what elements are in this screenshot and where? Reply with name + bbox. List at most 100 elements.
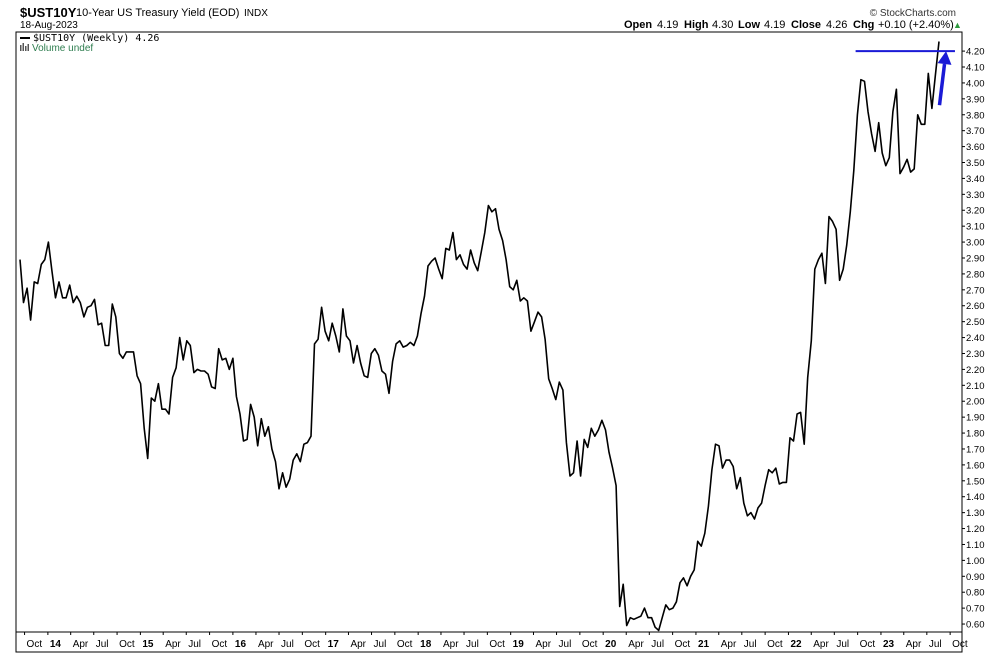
chg-label: Chg: [853, 19, 874, 31]
y-tick-label: 2.20: [966, 365, 985, 376]
y-tick-label: 0.70: [966, 604, 985, 615]
series-layer: [19, 41, 940, 632]
x-tick-label: Oct: [304, 639, 320, 650]
annotation-layer: [855, 50, 955, 106]
x-tick-label: Oct: [952, 639, 968, 650]
x-tick-label: 20: [605, 639, 617, 650]
y-tick-label: 4.20: [966, 47, 985, 58]
x-tick-label: Oct: [860, 639, 876, 650]
symbol-description: 10-Year US Treasury Yield (EOD): [76, 7, 239, 19]
y-axis: 0.60 0.70 0.80 0.90 1.00 1.10 1.20 1.30 1.40 1.50…: [962, 47, 985, 631]
y-tick-label: 3.70: [966, 126, 985, 137]
x-tick-label: 14: [50, 639, 62, 650]
y-tick-label: 2.00: [966, 397, 985, 408]
x-tick-label: Apr: [813, 639, 829, 650]
y-tick-label: 2.40: [966, 333, 985, 344]
close-value: 4.26: [826, 19, 847, 31]
x-tick-label: Apr: [258, 639, 274, 650]
open-label: Open: [624, 19, 652, 31]
x-tick-label: Oct: [27, 639, 43, 650]
y-tick-label: 3.80: [966, 110, 985, 121]
y-tick-label: 1.90: [966, 413, 985, 424]
y-tick-label: 1.80: [966, 429, 985, 440]
y-tick-label: 0.90: [966, 572, 985, 583]
x-tick-label: 17: [328, 639, 340, 650]
x-axis-frame: [15, 631, 963, 653]
yield-series-line: [19, 41, 940, 632]
x-tick-label: Oct: [767, 639, 783, 650]
y-tick-label: 3.90: [966, 94, 985, 105]
brand-label: © StockCharts.com: [870, 8, 956, 19]
exchange-label: INDX: [244, 8, 268, 19]
legend-series-label: $UST10Y (Weekly) 4.26: [33, 33, 159, 44]
x-tick-label: Jul: [188, 639, 201, 650]
x-tick-label: Apr: [443, 639, 459, 650]
y-tick-label: 0.60: [966, 620, 985, 631]
y-tick-label: 3.00: [966, 238, 985, 249]
y-tick-label: 2.10: [966, 381, 985, 392]
y-tick-label: 1.50: [966, 476, 985, 487]
x-tick-label: Apr: [906, 639, 922, 650]
high-value: 4.30: [712, 19, 733, 31]
low-label: Low: [738, 19, 760, 31]
x-tick-label: Oct: [675, 639, 691, 650]
y-tick-label: 3.40: [966, 174, 985, 185]
x-tick-label: Apr: [73, 639, 89, 650]
x-tick-label: Jul: [374, 639, 387, 650]
x-tick-label: Jul: [744, 639, 757, 650]
date-label: 18-Aug-2023: [20, 20, 78, 31]
y-tick-label: 1.70: [966, 444, 985, 455]
y-tick-label: 1.00: [966, 556, 985, 567]
y-tick-label: 1.20: [966, 524, 985, 535]
x-tick-label: 18: [420, 639, 432, 650]
y-tick-label: 2.60: [966, 301, 985, 312]
open-value: 4.19: [657, 19, 678, 31]
y-tick-label: 3.10: [966, 222, 985, 233]
x-tick-label: Jul: [651, 639, 664, 650]
x-tick-label: Jul: [466, 639, 479, 650]
y-tick-label: 2.90: [966, 253, 985, 264]
symbol-label: $UST10Y: [20, 5, 77, 20]
x-tick-label: Oct: [397, 639, 413, 650]
x-tick-label: Jul: [559, 639, 572, 650]
up-arrow-shaft: [937, 63, 947, 106]
x-tick-label: Apr: [721, 639, 737, 650]
x-tick-label: Oct: [119, 639, 135, 650]
x-tick-label: 21: [698, 639, 710, 650]
x-tick-label: 23: [883, 639, 895, 650]
y-tick-label: 1.10: [966, 540, 985, 551]
y-tick-label: 1.30: [966, 508, 985, 519]
y-tick-label: 3.30: [966, 190, 985, 201]
y-tick-label: 1.40: [966, 492, 985, 503]
y-tick-label: 3.50: [966, 158, 985, 169]
x-tick-label: 16: [235, 639, 247, 650]
x-tick-label: Apr: [628, 639, 644, 650]
x-tick-label: 19: [513, 639, 525, 650]
plot-frame: [15, 31, 963, 633]
close-label: Close: [791, 19, 821, 31]
y-tick-label: 4.00: [966, 78, 985, 89]
x-tick-label: Oct: [489, 639, 505, 650]
y-tick-label: 2.30: [966, 349, 985, 360]
x-tick-label: Oct: [582, 639, 598, 650]
x-tick-label: 22: [790, 639, 802, 650]
chg-value: +0.10 (+2.40%): [878, 19, 954, 31]
x-tick-label: Apr: [165, 639, 181, 650]
x-tick-label: Apr: [350, 639, 366, 650]
y-tick-label: 2.50: [966, 317, 985, 328]
ohlc-readout: Open 4.19 High 4.30 Low 4.19 Close 4.26 …: [624, 19, 962, 31]
x-tick-label: 15: [142, 639, 154, 650]
y-tick-label: 3.60: [966, 142, 985, 153]
chg-up-arrow-icon: ▲: [953, 20, 962, 30]
x-tick-label: Jul: [836, 639, 849, 650]
x-tick-label: Jul: [929, 639, 942, 650]
x-tick-label: Oct: [212, 639, 228, 650]
y-tick-label: 1.60: [966, 460, 985, 471]
x-tick-label: Jul: [96, 639, 109, 650]
x-tick-label: Jul: [281, 639, 294, 650]
x-axis: Oct 14 Apr Jul Oct 15 Apr Jul Oct 16 Apr Jul Oct 17 Ap…: [24, 632, 968, 650]
high-label: High: [684, 19, 709, 31]
y-tick-label: 3.20: [966, 206, 985, 217]
